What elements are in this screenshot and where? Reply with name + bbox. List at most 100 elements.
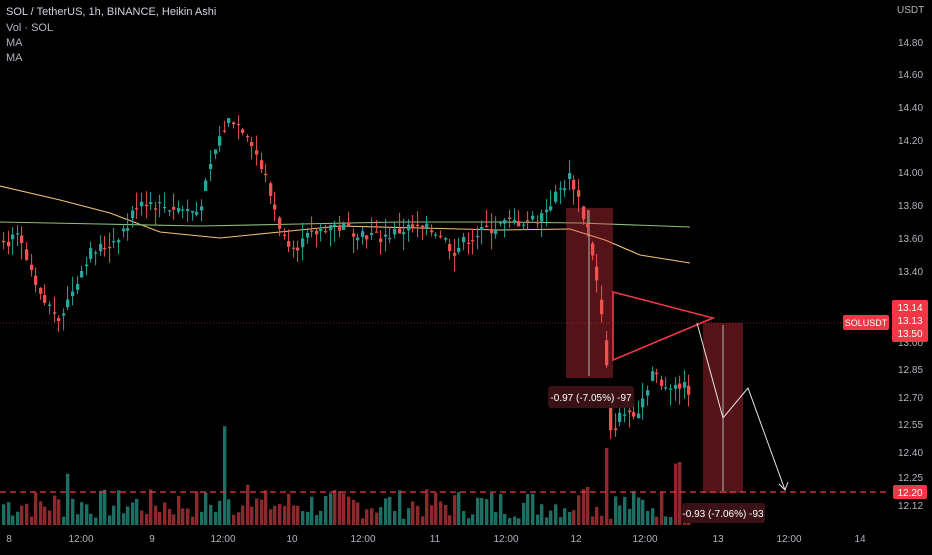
volume-bar <box>53 495 57 525</box>
candle-body <box>227 118 231 124</box>
volume-bar <box>522 502 526 525</box>
volume-bar <box>200 511 204 525</box>
volume-bar <box>315 515 319 525</box>
volume-bar <box>191 516 195 525</box>
ma-legend-1[interactable]: MA <box>6 37 23 49</box>
candle-body <box>490 229 494 234</box>
candle-body <box>306 233 310 238</box>
candle-body <box>637 413 641 419</box>
symbol-badge-text: SOLUSDT <box>845 318 888 328</box>
candle-body <box>531 215 535 220</box>
time-axis-label: 11 <box>430 534 441 545</box>
volume-bar <box>526 494 530 525</box>
time-axis-label: 12:00 <box>776 534 801 545</box>
volume-bar <box>554 504 558 525</box>
candle-body <box>145 204 149 207</box>
price-axis-label: 14.40 <box>898 103 923 114</box>
volume-bar <box>158 512 162 525</box>
volume-bar <box>80 502 84 525</box>
price-axis-label: 14.60 <box>898 70 923 81</box>
candle-body <box>434 234 438 236</box>
candle-body <box>172 206 176 210</box>
candle-body <box>393 228 397 235</box>
candle-body <box>260 160 264 170</box>
ma-legend-2[interactable]: MA <box>6 52 23 64</box>
volume-bar <box>462 511 466 525</box>
candle-body <box>89 248 93 259</box>
candle-body <box>80 270 84 278</box>
volume-bar <box>333 489 337 525</box>
volume-bar <box>513 516 517 525</box>
volume-bar <box>39 501 43 525</box>
candle-body <box>94 252 98 254</box>
candle-body <box>324 231 328 233</box>
volume-bar <box>457 492 461 525</box>
volume-bar <box>85 504 89 525</box>
candle-body <box>2 240 6 243</box>
candle-body <box>586 224 590 228</box>
volume-bar <box>545 517 549 525</box>
candle-body <box>200 206 204 211</box>
price-axis-label: 12.55 <box>898 420 923 431</box>
volume-bar <box>296 505 300 525</box>
volume-legend[interactable]: Vol · SOL <box>6 22 54 34</box>
volume-bar <box>342 493 346 525</box>
candle-body <box>402 232 406 235</box>
candle-body <box>513 219 517 223</box>
volume-bar <box>214 511 218 525</box>
volume-bar <box>204 492 208 525</box>
time-axis-label: 12:00 <box>210 534 235 545</box>
target-badge-bg <box>893 485 927 499</box>
volume-bar <box>168 509 172 525</box>
volume-bar <box>375 512 379 525</box>
candle-body <box>214 149 218 155</box>
volume-bar <box>237 512 241 525</box>
volume-bar <box>338 491 342 525</box>
candle-body <box>641 398 645 408</box>
candle-body <box>522 224 526 226</box>
volume-bar <box>674 463 678 525</box>
volume-bar <box>34 492 38 525</box>
volume-bar <box>62 516 66 525</box>
volume-bar <box>678 461 682 525</box>
candle-body <box>103 247 107 250</box>
candle-body <box>494 229 498 235</box>
candle-body <box>333 224 337 227</box>
price-badge-text: 13.13 <box>897 316 922 327</box>
symbol-badge: SOLUSDT <box>843 315 889 330</box>
price-axis-label: 13.40 <box>898 267 923 278</box>
candle-body <box>195 211 199 215</box>
volume-bar <box>453 495 457 525</box>
candle-body <box>536 221 540 224</box>
candle-body <box>563 188 567 191</box>
candle-body <box>66 299 70 308</box>
candle-body <box>674 384 678 389</box>
candle-body <box>660 379 664 386</box>
candle-body <box>16 233 20 235</box>
volume-bar <box>549 510 553 525</box>
volume-bar <box>20 505 24 525</box>
volume-bar <box>278 504 282 525</box>
volume-bar <box>329 493 333 525</box>
chart-title[interactable]: SOL / TetherUS, 1h, BINANCE, Heikin Ashi <box>6 6 217 18</box>
volume-bar <box>444 504 448 525</box>
candle-body <box>485 225 489 228</box>
volume-bar <box>471 514 475 525</box>
candle-body <box>499 222 503 224</box>
candle-body <box>425 223 429 228</box>
candle-body <box>618 412 622 423</box>
volume-bar <box>632 491 636 525</box>
candle-body <box>296 247 300 251</box>
volume-bar <box>485 499 489 525</box>
candle-body <box>269 183 273 196</box>
candle-body <box>457 248 461 252</box>
candle-body <box>135 208 139 210</box>
candle-body <box>554 191 558 202</box>
candle-body <box>448 244 452 252</box>
volume-bar <box>641 499 645 525</box>
candle-body <box>526 220 530 222</box>
volume-bar <box>172 514 176 525</box>
volume-bar <box>398 490 402 525</box>
candle-body <box>186 209 190 212</box>
